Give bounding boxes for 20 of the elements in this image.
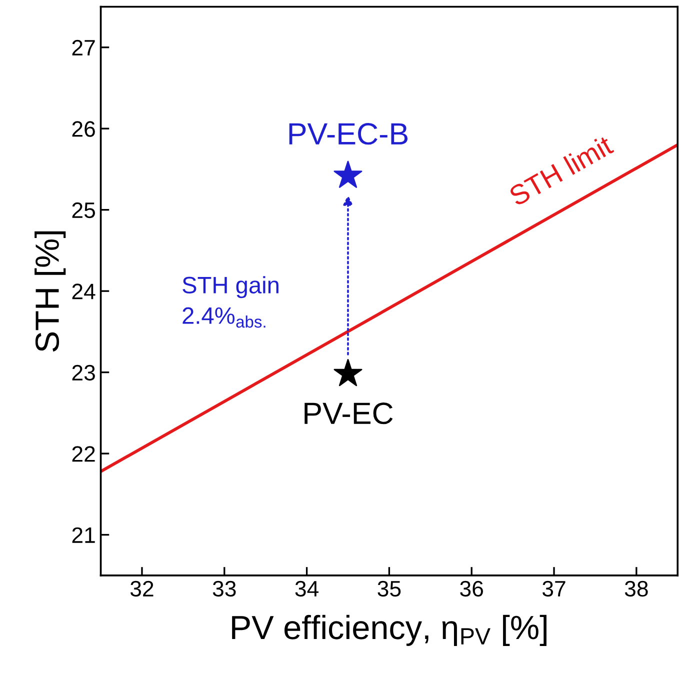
x-tick-label: 34 <box>295 580 319 597</box>
y-tick-label: 24 <box>72 284 96 300</box>
x-tick-label: 36 <box>460 580 483 597</box>
x-tick-label: 32 <box>130 580 154 597</box>
annotation: STH gain 2.4%$_{abs.}$ <box>182 276 278 328</box>
y-tick-label: 21 <box>72 527 95 543</box>
y-tick-label: 23 <box>72 364 95 381</box>
x-tick-label: 33 <box>212 580 236 597</box>
series-label: PV-EC <box>304 402 393 424</box>
x-tick-label: 38 <box>624 580 648 597</box>
y-tick-label: 26 <box>72 121 95 137</box>
series-label: PV-EC-B <box>289 123 408 145</box>
x-axis-title: PV efficiency, η$_{PV}$ [%] <box>232 614 546 646</box>
x-tick-label: 35 <box>378 580 401 597</box>
y-axis-title: STH [%] <box>34 231 66 352</box>
y-tick-label: 27 <box>72 40 95 56</box>
y-tick-label: 22 <box>72 446 95 462</box>
x-tick-label: 37 <box>542 580 566 597</box>
text: STH limit <box>508 134 614 207</box>
y-tick-label: 25 <box>72 202 95 218</box>
